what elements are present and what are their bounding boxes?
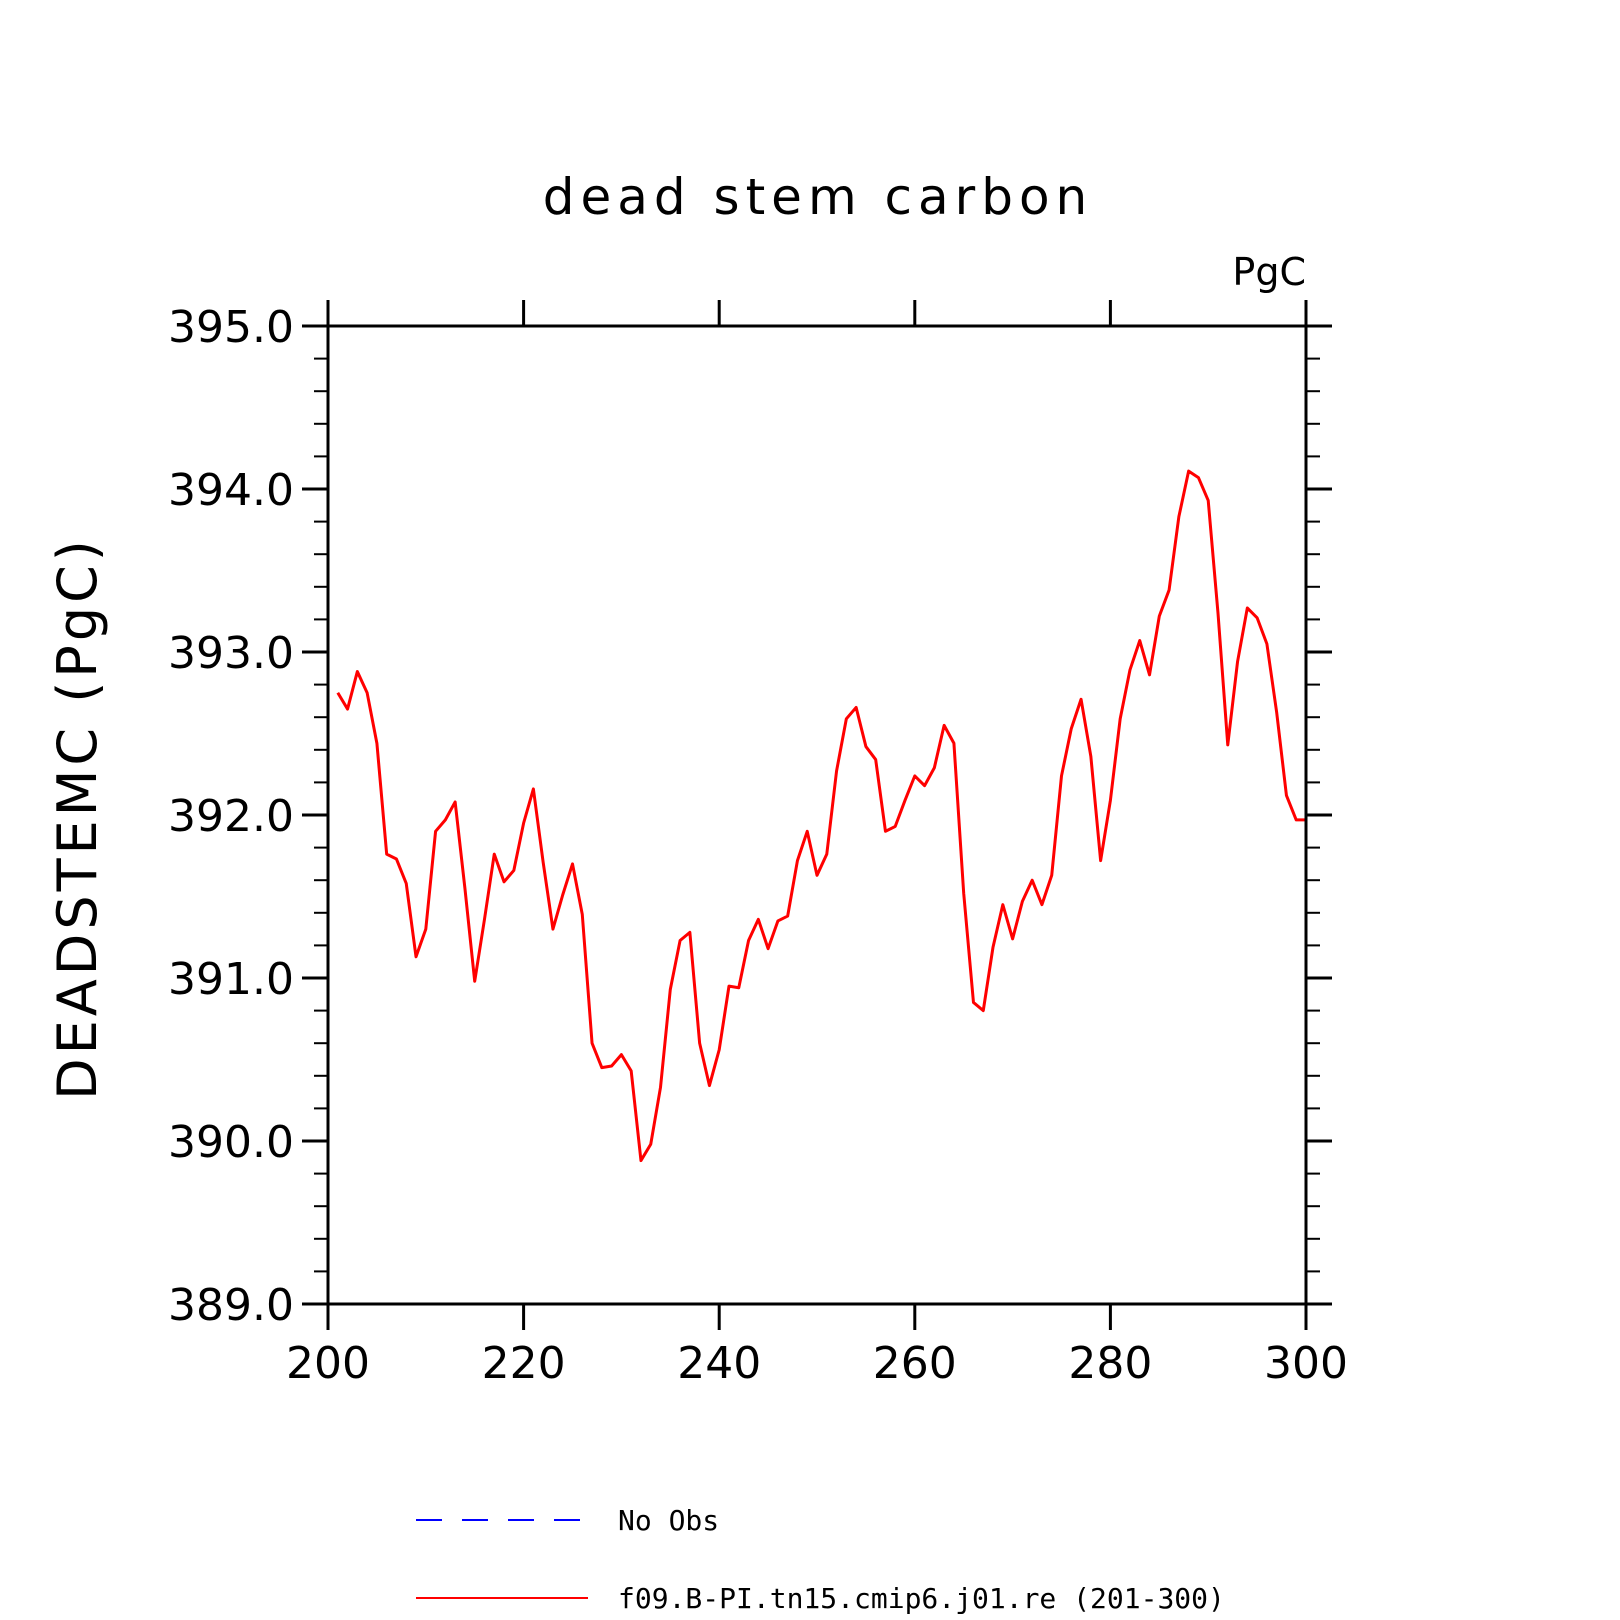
y-tick-labels: 389.0 390.0 391.0 392.0 393.0 394.0 395.0 (168, 302, 294, 1331)
x-tick-label: 240 (677, 1338, 761, 1389)
legend-label: f09.B-PI.tn15.cmip6.j01.re (201-300) (618, 1582, 1225, 1615)
y-tick-label: 392.0 (168, 791, 294, 842)
y-axis-label: DEADSTEMC (PgC) (46, 536, 109, 1100)
plot-frame (326, 324, 1308, 1306)
x-tick-label: 300 (1264, 1338, 1348, 1389)
legend-label: No Obs (618, 1504, 719, 1537)
series-group (336, 469, 1306, 1163)
y-tick-label: 395.0 (168, 302, 294, 353)
legend: No Obs f09.B-PI.tn15.cmip6.j01.re (201-30… (416, 1504, 1225, 1615)
x-tick-label: 280 (1068, 1338, 1152, 1389)
units-label: PgC (1232, 250, 1306, 294)
x-tick-label: 260 (873, 1338, 957, 1389)
x-tick-labels: 200 220 240 260 280 300 (286, 1338, 1348, 1389)
y-tick-label: 393.0 (168, 628, 294, 679)
axis-ticks (302, 300, 1332, 1330)
series-line (336, 469, 1306, 1163)
x-tick-label: 200 (286, 1338, 370, 1389)
y-tick-label: 391.0 (168, 954, 294, 1005)
y-tick-label: 390.0 (168, 1117, 294, 1168)
chart-title: dead stem carbon (543, 168, 1094, 226)
x-tick-label: 220 (482, 1338, 566, 1389)
y-tick-label: 394.0 (168, 465, 294, 516)
y-tick-label: 389.0 (168, 1280, 294, 1331)
